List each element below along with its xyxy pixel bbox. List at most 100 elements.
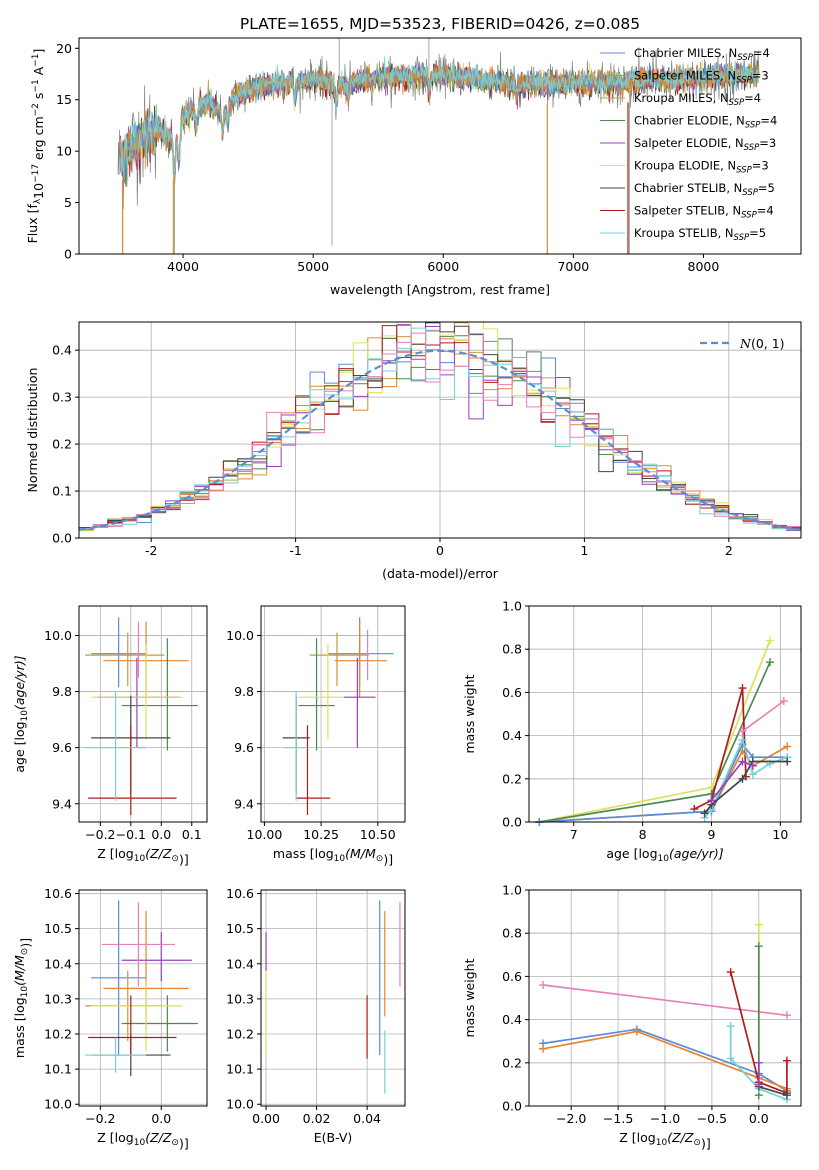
y-tick-label: 0.0 bbox=[52, 531, 72, 546]
figure-title: PLATE=1655, MJD=53523, FIBERID=0426, z=0… bbox=[240, 15, 640, 33]
legend-entry: Salpeter ELODIE, NSSP=3 bbox=[634, 136, 776, 153]
residuals-panel: -2 -1 0 1 2 0.0 0.1 0.2 0.3 0.4 (data-model)/error… bbox=[25, 321, 802, 581]
axes-frame bbox=[78, 605, 208, 823]
y-tick-label: 0.2 bbox=[502, 1055, 522, 1070]
y-tick-label: 10.2 bbox=[44, 1027, 72, 1042]
y-tick-label: 10.0 bbox=[226, 628, 254, 643]
massweight_vs_Z-plot-area bbox=[539, 920, 791, 1104]
y-tick-label: 1.0 bbox=[502, 883, 522, 898]
y-axis-label: mass weight bbox=[462, 958, 477, 1037]
y-tick-label: 0.4 bbox=[52, 343, 72, 358]
x-tick-label: 7 bbox=[570, 827, 578, 842]
x-tick-label: 7000 bbox=[557, 259, 589, 274]
weight-marker bbox=[738, 774, 747, 783]
weight-marker bbox=[783, 757, 792, 766]
error-bar-point bbox=[91, 617, 147, 688]
age-vs-metallicity-panel: −0.2 −0.1 0.0 0.1 9.4 9.6 9.8 10.0 Z [log10(Z/Z⊙… bbox=[12, 605, 208, 867]
legend-entry: Salpeter MILES, NSSP=3 bbox=[634, 69, 769, 86]
mass-vs-ebv-panel: 0.00 0.02 0.04 10.0 10.1 10.2 10.3 10.4 10.5 10.6… bbox=[226, 886, 406, 1145]
weight-marker bbox=[754, 942, 763, 951]
y-tick-label: 20 bbox=[56, 41, 72, 56]
axes-frame bbox=[78, 37, 802, 255]
y-tick-label: 0.0 bbox=[502, 815, 522, 830]
legend-entry: Salpeter STELIB, NSSP=4 bbox=[634, 204, 774, 221]
weight-line bbox=[758, 1085, 788, 1097]
residual-plot-area bbox=[79, 322, 801, 538]
x-tick-label: 0 bbox=[436, 543, 444, 558]
x-tick-label: −1.0 bbox=[650, 1111, 680, 1126]
x-tick-label: 5000 bbox=[297, 259, 329, 274]
age_vs_Z-plot-area bbox=[85, 617, 198, 815]
weight-marker bbox=[707, 796, 716, 805]
y-tick-label: 15 bbox=[56, 92, 72, 107]
y-tick-label: 0.8 bbox=[502, 926, 522, 941]
weight-marker bbox=[726, 1022, 735, 1031]
residual-histogram bbox=[79, 332, 801, 538]
error-bar-point bbox=[284, 691, 308, 801]
legend-entry: Kroupa ELODIE, NSSP=3 bbox=[634, 159, 769, 176]
error-bar-point bbox=[296, 725, 331, 815]
y-axis-label: Flux [fλ10−17 erg cm−2 s−1 A−1] bbox=[25, 49, 46, 244]
y-tick-label: 9.8 bbox=[234, 684, 254, 699]
y-tick-label: 10.3 bbox=[44, 991, 72, 1006]
y-tick-label: 10.4 bbox=[226, 956, 254, 971]
weight-marker bbox=[539, 1044, 548, 1053]
weight-marker bbox=[783, 742, 792, 751]
spectrum-plot-area bbox=[117, 38, 760, 254]
weight-marker bbox=[782, 1011, 791, 1020]
x-tick-label: −2.0 bbox=[556, 1111, 586, 1126]
x-axis-label: E(B-V) bbox=[314, 1130, 353, 1145]
y-tick-label: 10.6 bbox=[226, 886, 254, 901]
y-tick-label: 1.0 bbox=[502, 599, 522, 614]
legend-entry: N(0, 1) bbox=[739, 336, 785, 351]
y-tick-label: 0.6 bbox=[502, 685, 522, 700]
x-axis-label: age [log10(age/yr)] bbox=[606, 846, 723, 864]
x-tick-label: −0.1 bbox=[116, 827, 146, 842]
error-bar-point bbox=[91, 981, 183, 1052]
weight-marker bbox=[539, 981, 548, 990]
age_vs_mass-plot-area bbox=[282, 617, 394, 815]
y-tick-label: 10.2 bbox=[226, 1027, 254, 1042]
y-tick-label: 0.2 bbox=[52, 437, 72, 452]
y-tick-label: 10 bbox=[56, 144, 72, 159]
legend-entry: Chabrier MILES, NSSP=4 bbox=[634, 46, 770, 63]
weight-marker bbox=[726, 968, 735, 977]
error-bar-point bbox=[327, 617, 394, 688]
weight-marker bbox=[766, 636, 775, 645]
weight-marker bbox=[738, 735, 747, 744]
y-tick-label: 10.5 bbox=[226, 921, 254, 936]
x-tick-label: 0.0 bbox=[151, 827, 171, 842]
y-tick-label: 5 bbox=[64, 195, 72, 210]
y-tick-label: 0.6 bbox=[502, 969, 522, 984]
mass-weight-vs-age-panel: 7 8 9 10 0.0 0.2 0.4 0.6 0.8 1.0 age [log10(age/yr… bbox=[462, 599, 802, 864]
weight-marker bbox=[632, 1027, 641, 1036]
x-tick-label: −0.2 bbox=[85, 827, 115, 842]
error-bar-point bbox=[121, 638, 198, 751]
error-bar-point bbox=[298, 638, 335, 751]
massweight_vs_age-plot-area bbox=[535, 636, 792, 826]
y-axis-label: Normed distribution bbox=[25, 368, 40, 493]
weight-line bbox=[542, 984, 788, 1017]
y-tick-label: 9.4 bbox=[234, 796, 254, 811]
error-bar-point bbox=[343, 657, 376, 748]
weight-marker bbox=[748, 770, 757, 779]
x-axis-label: mass [log10(M/M⊙)] bbox=[273, 846, 393, 867]
x-axis-label: Z [log10(Z/Z⊙)] bbox=[97, 1130, 188, 1151]
y-tick-label: 9.6 bbox=[234, 740, 254, 755]
y-tick-label: 10.0 bbox=[44, 628, 72, 643]
error-bar-point bbox=[101, 902, 175, 987]
weight-marker bbox=[754, 920, 763, 929]
y-tick-label: 10.0 bbox=[44, 1097, 72, 1112]
x-tick-label: 0.1 bbox=[182, 827, 202, 842]
axes-frame bbox=[78, 889, 208, 1107]
weight-line bbox=[703, 737, 788, 819]
x-axis-label: wavelength [Angstrom, rest frame] bbox=[330, 282, 550, 297]
weight-marker bbox=[754, 1080, 763, 1089]
weight-marker bbox=[779, 697, 788, 706]
y-tick-label: 0.3 bbox=[52, 390, 72, 405]
y-tick-label: 0.8 bbox=[502, 642, 522, 657]
error-bar-point bbox=[85, 632, 165, 686]
x-tick-label: 0.0 bbox=[151, 1111, 171, 1126]
x-tick-label: -2 bbox=[145, 543, 157, 558]
